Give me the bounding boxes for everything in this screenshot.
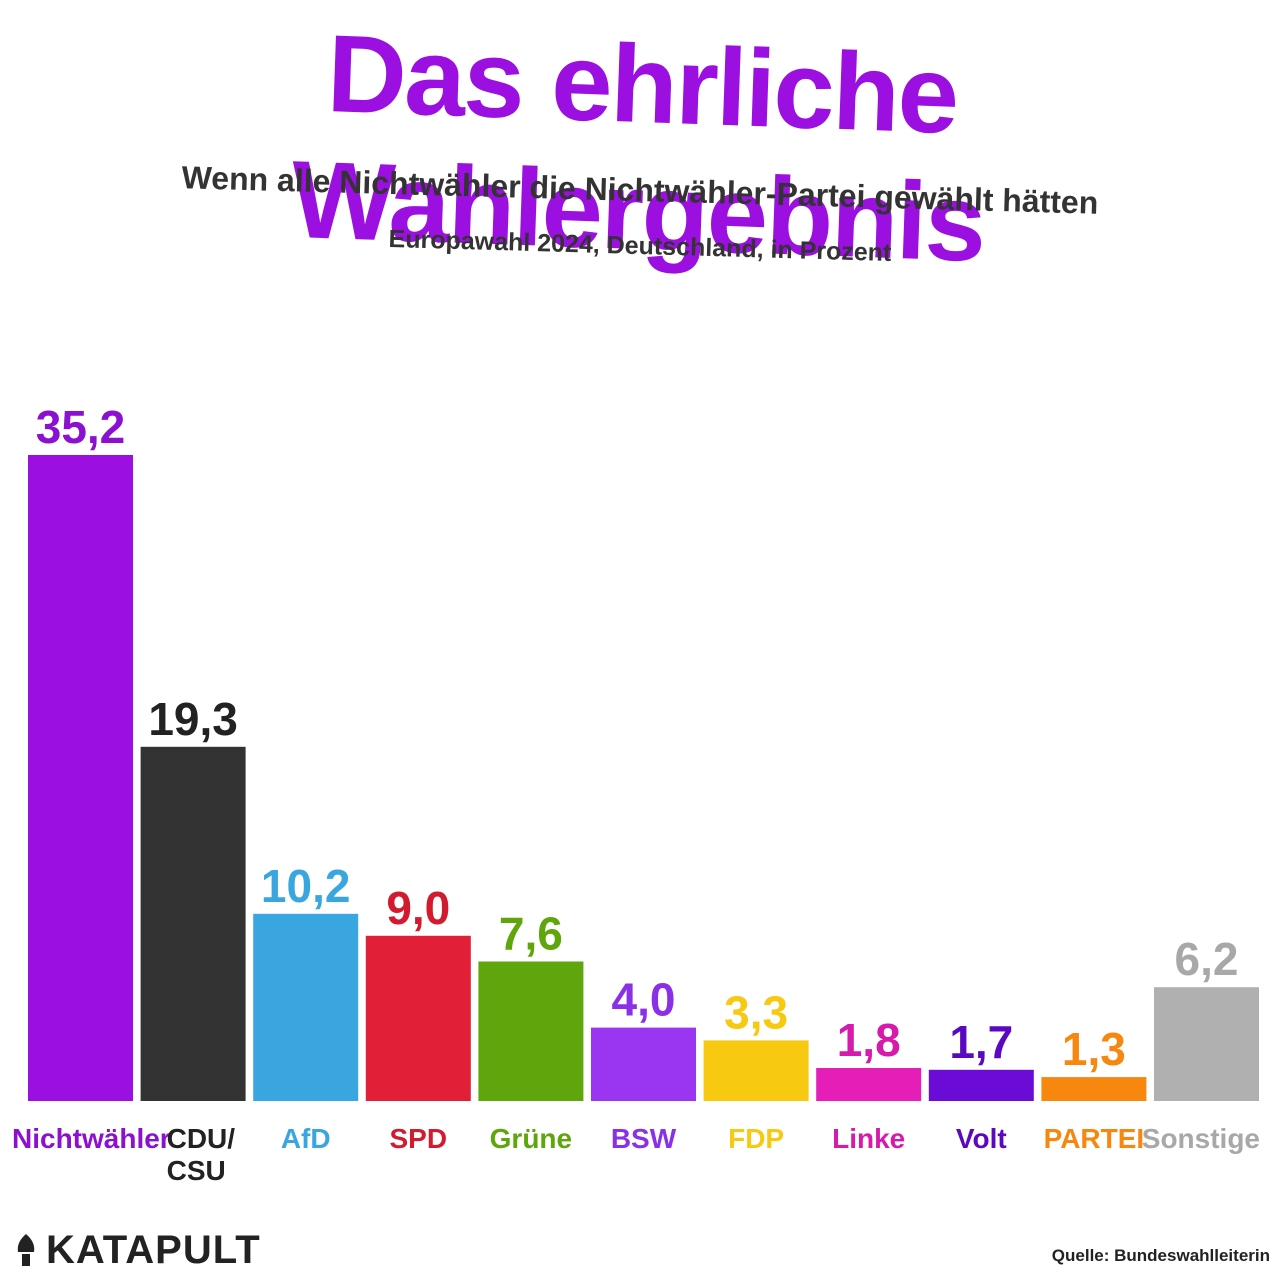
category-label-7: Linke	[832, 1123, 905, 1154]
category-label-line: FDP	[728, 1123, 784, 1154]
category-label-line: Sonstige	[1142, 1123, 1260, 1154]
value-label-3: 9,0	[386, 882, 450, 934]
category-label-4: Grüne	[490, 1123, 572, 1154]
bar-4	[478, 961, 584, 1101]
value-label-6: 3,3	[724, 986, 788, 1038]
bar-1	[140, 746, 246, 1101]
bar-9	[1041, 1077, 1147, 1101]
value-label-8: 1,7	[949, 1016, 1013, 1068]
value-label-7: 1,8	[837, 1014, 901, 1066]
category-label-line: AfD	[281, 1123, 331, 1154]
value-label-2: 10,2	[261, 860, 351, 912]
category-label-line: PARTEI	[1044, 1123, 1145, 1154]
category-label-1: CDU/CSU	[167, 1123, 236, 1186]
category-label-line: SPD	[390, 1123, 448, 1154]
category-label-3: SPD	[390, 1123, 448, 1154]
bar-5	[591, 1027, 696, 1101]
category-label-line: Linke	[832, 1123, 905, 1154]
brand-name: KATAPULT	[46, 1227, 261, 1272]
value-label-9: 1,3	[1062, 1023, 1126, 1075]
category-label-0: Nichtwähler	[12, 1123, 171, 1154]
category-label-5: BSW	[611, 1123, 677, 1154]
category-label-line: BSW	[611, 1123, 677, 1154]
category-label-10: Sonstige	[1142, 1123, 1260, 1154]
brand: KATAPULT	[14, 1226, 261, 1274]
bar-10	[1154, 987, 1259, 1101]
bar-6	[703, 1040, 809, 1101]
bar-8	[928, 1069, 1034, 1101]
value-label-1: 19,3	[148, 693, 238, 745]
category-label-line: CSU	[167, 1155, 226, 1186]
category-label-2: AfD	[281, 1123, 331, 1154]
source-note: Quelle: Bundeswahlleiterin	[1051, 1246, 1270, 1265]
bar-0	[28, 455, 133, 1101]
category-label-line: Volt	[956, 1123, 1007, 1154]
bar-3	[365, 935, 471, 1101]
katapult-logo-icon	[17, 1234, 35, 1266]
category-label-8: Volt	[956, 1123, 1007, 1154]
category-label-6: FDP	[728, 1123, 784, 1154]
value-label-10: 6,2	[1175, 933, 1239, 985]
category-label-9: PARTEI	[1044, 1123, 1145, 1154]
category-label-line: Nichtwähler	[12, 1123, 171, 1154]
value-label-5: 4,0	[612, 974, 676, 1026]
bar-7	[816, 1068, 922, 1101]
bar-2	[253, 913, 359, 1101]
category-label-line: CDU/	[167, 1123, 236, 1154]
category-label-line: Grüne	[490, 1123, 572, 1154]
value-label-4: 7,6	[499, 908, 563, 960]
value-label-0: 35,2	[36, 401, 126, 453]
